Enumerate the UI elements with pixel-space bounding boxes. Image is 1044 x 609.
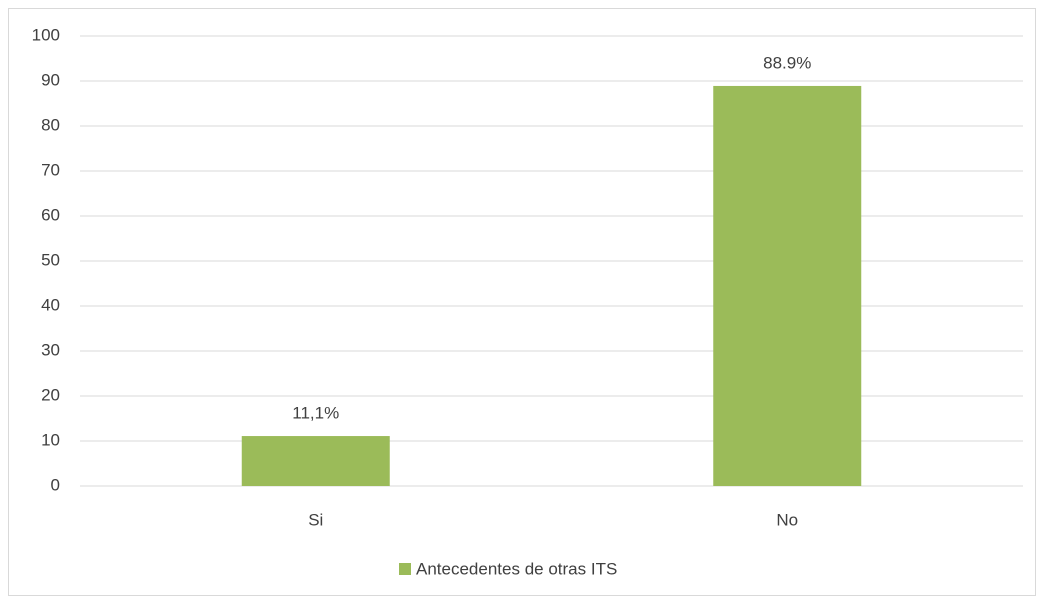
y-tick-label: 0 — [51, 475, 60, 494]
legend-swatch — [399, 563, 411, 575]
bar — [713, 85, 862, 486]
y-tick-label: 70 — [41, 160, 60, 179]
bar — [241, 436, 390, 486]
y-tick-label: 60 — [41, 205, 60, 224]
x-tick-label: Si — [308, 510, 323, 529]
y-tick-label: 40 — [41, 295, 60, 314]
y-tick-label: 50 — [41, 250, 60, 269]
y-tick-label: 80 — [41, 115, 60, 134]
chart-border — [8, 8, 1036, 596]
legend-label: Antecedentes de otras ITS — [416, 559, 617, 578]
y-tick-label: 90 — [41, 70, 60, 89]
y-tick-label: 100 — [32, 25, 60, 44]
y-tick-label: 20 — [41, 385, 60, 404]
y-tick-label: 10 — [41, 430, 60, 449]
x-tick-label: No — [776, 510, 798, 529]
y-tick-label: 30 — [41, 340, 60, 359]
data-label: 88.9% — [763, 53, 811, 72]
data-label: 11,1% — [292, 404, 339, 423]
